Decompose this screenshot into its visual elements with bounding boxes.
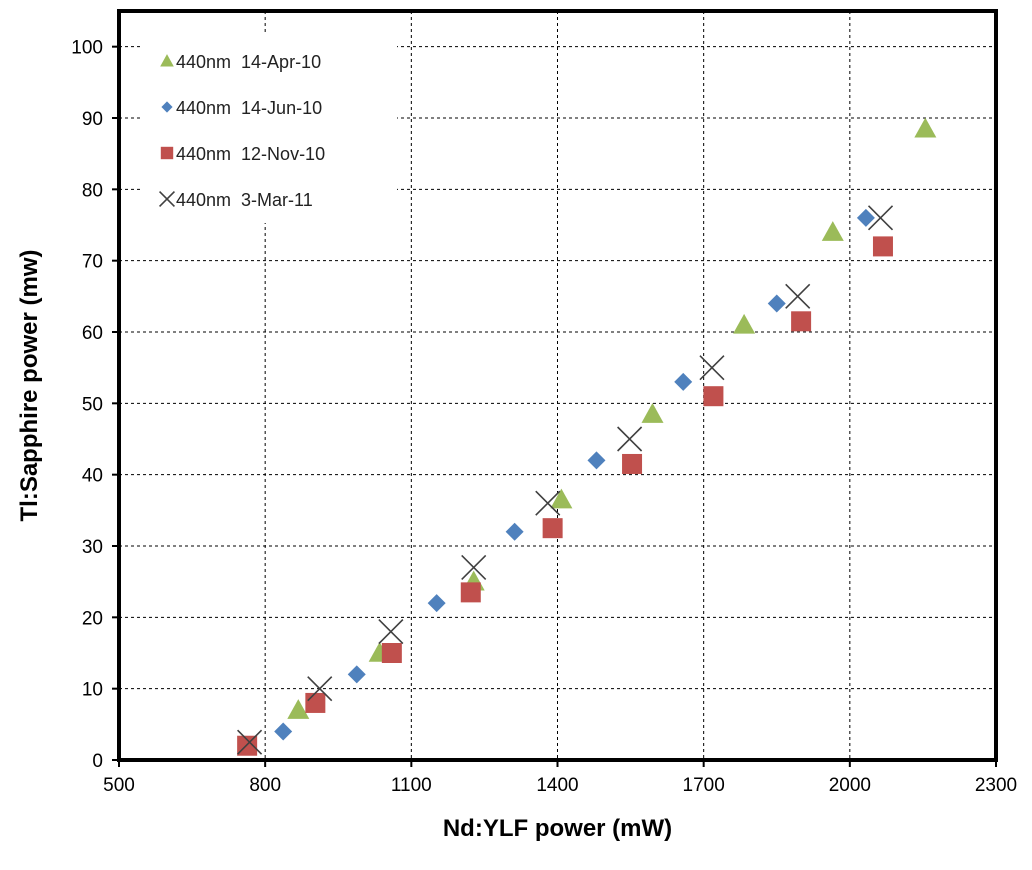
data-point-square bbox=[872, 236, 893, 257]
data-point-diamond bbox=[674, 372, 693, 391]
data-point-x bbox=[307, 676, 333, 702]
legend: 440nm 14-Apr-10 440nm 14-Jun-10 440nm 12-N… bbox=[158, 52, 325, 210]
data-point-diamond bbox=[767, 294, 786, 313]
legend-label: 440nm 14-Apr-10 bbox=[176, 52, 321, 72]
data-point-x bbox=[461, 554, 487, 580]
data-point-x bbox=[617, 426, 643, 452]
data-point-x bbox=[699, 355, 725, 381]
data-markers bbox=[237, 117, 937, 756]
x-tick-label: 500 bbox=[103, 775, 135, 796]
y-tick-label: 40 bbox=[82, 466, 103, 487]
y-tick-label: 90 bbox=[82, 109, 103, 130]
y-tick-label: 50 bbox=[82, 394, 103, 415]
data-point-diamond bbox=[347, 665, 366, 684]
y-tick-label: 20 bbox=[82, 608, 103, 629]
data-point-diamond bbox=[505, 522, 524, 541]
data-point-square bbox=[460, 582, 481, 603]
data-point-triangle bbox=[550, 488, 573, 509]
data-point-diamond bbox=[587, 451, 606, 470]
data-point-triangle bbox=[641, 403, 664, 423]
data-point-x bbox=[378, 619, 404, 645]
data-point-square bbox=[305, 692, 326, 713]
data-point-x bbox=[867, 205, 894, 231]
data-point-diamond bbox=[274, 722, 293, 741]
legend-label: 440nm 3-Mar-11 bbox=[176, 190, 313, 210]
legend-marker-triangle bbox=[160, 54, 174, 67]
y-tick-label: 0 bbox=[92, 751, 103, 772]
legend-background bbox=[143, 35, 397, 223]
data-point-square bbox=[791, 311, 812, 332]
data-point-square bbox=[703, 386, 724, 407]
x-axis-title: Nd:YLF power (mW) bbox=[443, 815, 672, 842]
x-tick-label: 1700 bbox=[683, 775, 725, 796]
data-point-triangle bbox=[821, 221, 844, 241]
data-point-x bbox=[237, 729, 263, 755]
y-tick-label: 80 bbox=[82, 180, 103, 201]
data-point-x bbox=[785, 283, 811, 309]
legend-marker-diamond bbox=[161, 101, 173, 113]
gridlines bbox=[119, 11, 996, 760]
legend-box bbox=[143, 35, 397, 223]
data-point-x bbox=[535, 490, 561, 516]
legend-marker-x bbox=[158, 190, 176, 208]
legend-label: 440nm 12-Nov-10 bbox=[176, 144, 325, 164]
data-point-diamond bbox=[856, 208, 875, 227]
y-axis-title: Tl:Sapphire power (mw) bbox=[16, 249, 43, 521]
legend-label: 440nm 14-Jun-10 bbox=[176, 98, 322, 118]
y-tick-label: 30 bbox=[82, 537, 103, 558]
y-tick-label: 100 bbox=[71, 38, 103, 59]
y-tick-label: 70 bbox=[82, 252, 103, 273]
y-tick-label: 60 bbox=[82, 323, 103, 344]
x-tick-label: 800 bbox=[249, 775, 281, 796]
data-point-triangle bbox=[733, 313, 756, 334]
data-point-triangle bbox=[914, 117, 937, 138]
y-tick-label: 10 bbox=[82, 680, 103, 701]
x-tick-label: 1100 bbox=[391, 775, 432, 796]
data-point-triangle bbox=[287, 699, 310, 719]
data-point-square bbox=[381, 643, 402, 663]
data-point-diamond bbox=[427, 594, 446, 613]
x-tick-label: 2300 bbox=[975, 775, 1017, 796]
legend-marker-square bbox=[160, 146, 174, 160]
data-point-square bbox=[622, 453, 643, 474]
axis-ticks: 500 800 1100 1400 1700 2000 2300 0 10 20 30 40 50 60 7… bbox=[71, 38, 1017, 796]
x-tick-label: 1400 bbox=[536, 775, 578, 796]
x-tick-label: 2000 bbox=[829, 775, 871, 796]
data-point-square bbox=[542, 518, 563, 539]
